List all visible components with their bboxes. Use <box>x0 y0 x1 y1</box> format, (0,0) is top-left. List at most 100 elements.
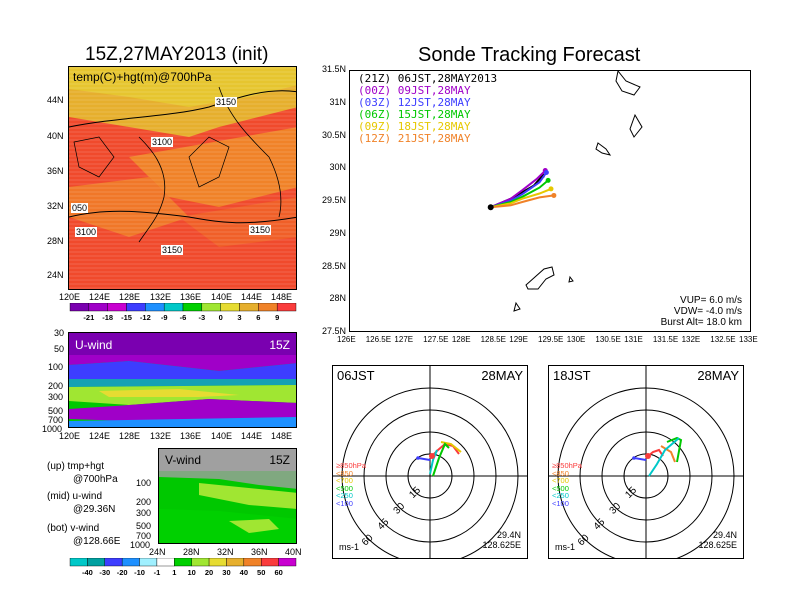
wind-colorbar-swatch <box>104 558 123 567</box>
wind-colorbar-tick-label: -30 <box>99 568 110 576</box>
temp-colorbar-tick-label: -3 <box>198 313 205 321</box>
map-lon-140: 140E <box>211 292 233 302</box>
track-lon-label: 127.5E <box>423 335 449 344</box>
hodograph-surface-point <box>429 453 435 459</box>
info-vup: VUP= 6.0 m/s <box>680 295 742 306</box>
track-lon-label: 130E <box>566 335 586 344</box>
note-mid-line2: @29.36N <box>73 504 116 515</box>
uwind-lon-140: 140E <box>211 431 233 441</box>
hodograph-pressure-legend: ≥850hPa <850 <700 <500 <250 <100 <box>336 462 366 507</box>
wind-colorbar-tick-label: -20 <box>117 568 128 576</box>
hodograph-ring-label: 60 <box>576 532 592 548</box>
vwind-lat-36: 36N <box>251 547 268 557</box>
hodograph-ring-label: 30 <box>608 501 624 517</box>
uwind-p-30: 30 <box>54 328 65 338</box>
uwind-lon-148: 148E <box>271 431 293 441</box>
track-series-endpoint <box>551 192 557 198</box>
track-lat-label: 28.5N <box>321 260 346 271</box>
left-title: 15Z,27MAY2013 (init) <box>85 44 269 65</box>
track-lon-label: 132.5E <box>710 335 736 344</box>
track-lon-label: 131.5E <box>652 335 679 344</box>
map-lon-136: 136E <box>180 292 202 302</box>
track-lon-label: 128E <box>451 335 471 344</box>
legend-entry: (12Z) 21JST,28MAY <box>358 133 497 145</box>
hodograph-legend-entry: <700 <box>336 476 353 485</box>
temp-colorbar-swatch <box>182 303 203 312</box>
legend-entry: (03Z) 12JST,28MAY <box>358 97 497 109</box>
temp-colorbar-swatch <box>276 303 297 312</box>
legend-entry: (21Z) 06JST,28MAY2013 <box>358 73 497 85</box>
wind-colorbar-tick-label: 20 <box>205 568 213 576</box>
wind-colorbar-tick-label: -10 <box>134 568 145 576</box>
map-lat-40: 40N <box>47 131 64 141</box>
temp-colorbar-swatch <box>69 303 90 312</box>
track-series-line <box>490 194 555 209</box>
vwind-panel: V-wind 15Z <box>158 448 297 544</box>
hodograph-lat: 29.4N <box>496 530 521 540</box>
hodograph-legend-entry: <850 <box>336 468 353 478</box>
hodograph-lat: 29.4N <box>712 530 737 540</box>
track-series-endpoint <box>543 170 549 176</box>
uwind-label: U-wind <box>75 338 113 352</box>
track-series-line <box>490 187 552 209</box>
legend-init: (21Z) <box>358 72 398 85</box>
vwind-p-300: 300 <box>136 508 152 518</box>
hodograph-lon: 128.625E <box>482 540 521 550</box>
wind-colorbar-swatch <box>139 558 158 567</box>
wind-colorbar-tick-label: 30 <box>222 568 230 576</box>
map-lat-28: 28N <box>47 236 64 246</box>
map-lat-32: 32N <box>47 201 64 211</box>
uwind-lon-120: 120E <box>59 431 81 441</box>
hodograph-legend-entry: ≥850hPa <box>336 461 366 470</box>
wind-colorbar-swatch <box>174 558 192 567</box>
temp-colorbar-tick-label: -6 <box>180 313 187 321</box>
island-5 <box>513 301 521 312</box>
track-lon-label: 129E <box>509 335 528 344</box>
note-bot: (bot) v-wind @128.66E <box>47 522 120 548</box>
note-mid: (mid) u-wind @29.36N <box>47 490 115 516</box>
temp-map-field <box>69 67 296 289</box>
legend-init: (06Z) <box>358 108 398 121</box>
hodograph-ring-label: 30 <box>392 501 408 517</box>
island-2 <box>629 113 643 138</box>
hodograph-surface-point <box>645 453 651 459</box>
vwind-p-1000: 1000 <box>130 540 151 550</box>
temp-colorbar-swatch <box>88 303 108 312</box>
hodograph-legend-entry: <100 <box>552 498 569 508</box>
hodograph-legend-entry: <250 <box>336 491 353 500</box>
uwind-lon-124: 124E <box>89 431 111 441</box>
temp-colorbar-swatch <box>220 303 240 312</box>
wind-colorbar-swatch <box>87 558 105 567</box>
map-lon-120: 120E <box>59 292 81 302</box>
hodograph-legend-entry: <700 <box>552 476 569 485</box>
track-legend: (21Z) 06JST,28MAY2013 (00Z) 09JST,28MAY (0… <box>358 73 497 145</box>
vwind-lat-28: 28N <box>183 547 200 557</box>
uwind-lon-136: 136E <box>180 431 202 441</box>
vwind-time: 15Z <box>269 453 290 467</box>
hodograph-ring-label: 45 <box>592 516 608 532</box>
temp-map: temp(C)+hgt(m)@700hPa 3150 3100 050 3100… <box>68 66 297 290</box>
uwind-p-1000: 1000 <box>42 424 63 434</box>
wind-colorbar-tick-label: -1 <box>154 568 161 576</box>
hodograph-lon: 128.625E <box>698 540 737 550</box>
uwind-p-50: 50 <box>54 344 65 354</box>
temp-colorbar-tick-label: -18 <box>102 313 113 321</box>
wind-colorbar-swatch <box>191 558 210 567</box>
contour-label-1: 3150 <box>215 97 238 107</box>
track-lat-label: 31.5N <box>321 64 346 74</box>
note-mid-line1: (mid) u-wind <box>47 491 103 502</box>
temp-colorbar-tick-label: -21 <box>83 313 94 321</box>
hodograph-unit: ms-1 <box>555 542 575 552</box>
vwind-p-100: 100 <box>136 478 152 488</box>
wind-colorbar-swatch <box>121 558 140 567</box>
hodograph-pressure-legend: ≥850hPa <850 <700 <500 <250 <100 <box>552 462 582 507</box>
temp-colorbar-tick-label: -9 <box>161 313 168 321</box>
hodograph-time: 06JST <box>337 368 375 383</box>
launch-info: VUP= 6.0 m/s VDW= -4.0 m/s Burst Alt= 18… <box>661 295 742 328</box>
track-series-line <box>490 169 546 209</box>
vwind-p-500: 500 <box>136 521 152 531</box>
legend-entry: (09Z) 18JST,28MAY <box>358 121 497 133</box>
map-lon-132: 132E <box>150 292 172 302</box>
wind-colorbar-tick-label: 50 <box>257 568 265 576</box>
map-lat-36: 36N <box>47 166 64 176</box>
